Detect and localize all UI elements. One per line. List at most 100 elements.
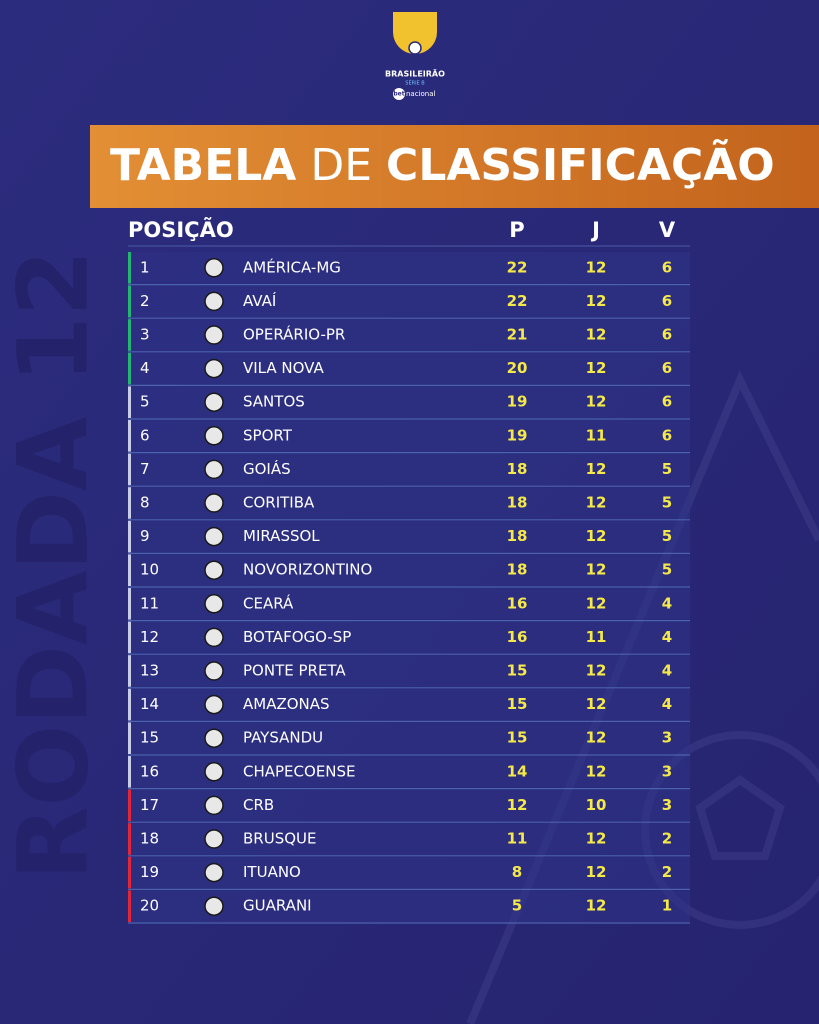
stat: 12 xyxy=(586,830,607,848)
stat: 6 xyxy=(662,426,672,444)
zone-marker xyxy=(128,621,131,654)
position: 19 xyxy=(140,863,159,881)
stat: 12 xyxy=(586,662,607,680)
side-label: RODADA 12 xyxy=(0,250,109,881)
stat: 6 xyxy=(662,393,672,411)
team-name: AVAÍ xyxy=(243,291,276,310)
stat: 19 xyxy=(507,393,528,411)
stat: 11 xyxy=(507,830,528,848)
team-name: CRB xyxy=(243,796,274,814)
division: SÉRIE B xyxy=(405,79,425,87)
stat: 1 xyxy=(662,897,672,915)
team-name: MIRASSOL xyxy=(243,527,320,545)
team-name: ITUANO xyxy=(243,863,301,881)
team-name: GOIÁS xyxy=(243,459,291,478)
stat: 11 xyxy=(586,426,607,444)
team-crest xyxy=(204,728,224,748)
team-name: CORITIBA xyxy=(243,494,315,512)
position: 14 xyxy=(140,695,159,713)
team-name: PONTE PRETA xyxy=(243,662,346,680)
stat: 2 xyxy=(662,830,672,848)
stat: 5 xyxy=(662,460,672,478)
stat: 12 xyxy=(586,326,607,344)
zone-marker xyxy=(128,285,131,318)
stat: 6 xyxy=(662,292,672,310)
position: 5 xyxy=(140,393,150,411)
zone-marker xyxy=(128,487,131,519)
column-header: P xyxy=(509,218,524,242)
position: 12 xyxy=(140,628,159,646)
team-name: NOVORIZONTINO xyxy=(243,561,372,579)
team-crest xyxy=(204,862,224,883)
zone-marker xyxy=(128,688,131,721)
zone-marker xyxy=(128,453,131,486)
brand: BRASILEIRÃO xyxy=(385,69,445,79)
stat: 15 xyxy=(507,729,528,747)
column-header: J xyxy=(590,218,600,242)
title-part: CLASSIFICAÇÃO xyxy=(386,138,775,191)
stat: 5 xyxy=(662,561,672,579)
stat: 18 xyxy=(507,494,528,512)
stat: 5 xyxy=(662,494,672,512)
team-crest xyxy=(204,291,224,312)
position: 8 xyxy=(140,494,150,512)
team-name: CEARÁ xyxy=(243,593,294,612)
stat: 20 xyxy=(507,359,528,377)
team-name: CHAPECOENSE xyxy=(243,762,356,780)
zone-marker xyxy=(128,823,131,855)
zone-marker xyxy=(128,554,131,586)
position: 13 xyxy=(140,662,159,680)
column-header: POSIÇÃO xyxy=(128,217,234,242)
stat: 12 xyxy=(586,561,607,579)
title-part: DE xyxy=(310,140,372,191)
stat: 12 xyxy=(586,695,607,713)
stat: 18 xyxy=(507,527,528,545)
stat: 12 xyxy=(586,527,607,545)
stat: 12 xyxy=(586,863,607,881)
team-crest xyxy=(204,594,224,614)
position: 18 xyxy=(140,830,159,848)
stat: 12 xyxy=(586,762,607,780)
team-crest xyxy=(204,694,224,715)
title: TABELA DE CLASSIFICAÇÃO xyxy=(110,138,775,191)
team-name: BRUSQUE xyxy=(243,830,316,848)
stat: 22 xyxy=(507,258,528,276)
team-name: PAYSANDU xyxy=(243,729,323,747)
stat: 12 xyxy=(586,729,607,747)
zone-marker xyxy=(128,722,131,754)
column-header: V xyxy=(659,218,676,242)
position: 9 xyxy=(140,527,150,545)
stat: 3 xyxy=(662,796,672,814)
title-part: TABELA xyxy=(110,140,296,191)
team-name: VILA NOVA xyxy=(243,359,324,377)
zone-marker xyxy=(128,789,131,822)
stat: 5 xyxy=(512,897,522,915)
stat: 12 xyxy=(586,393,607,411)
team-name: OPERÁRIO-PR xyxy=(243,325,345,344)
team-crest xyxy=(204,627,224,648)
stat: 10 xyxy=(586,796,607,814)
stat: 4 xyxy=(662,628,672,646)
position: 4 xyxy=(140,359,150,377)
team-crest xyxy=(204,258,224,278)
team-crest xyxy=(204,661,224,681)
team-crest xyxy=(204,459,224,480)
stat: 12 xyxy=(586,897,607,915)
position: 16 xyxy=(140,762,159,780)
stat: 8 xyxy=(512,863,522,881)
position: 11 xyxy=(140,594,159,612)
stat: 3 xyxy=(662,762,672,780)
title-band xyxy=(90,125,819,208)
team-crest xyxy=(204,392,224,412)
stat: 6 xyxy=(662,258,672,276)
position: 10 xyxy=(140,561,159,579)
stat: 4 xyxy=(662,695,672,713)
zone-marker xyxy=(128,520,131,553)
stat: 18 xyxy=(507,460,528,478)
stat: 16 xyxy=(507,594,528,612)
zone-marker xyxy=(128,252,131,284)
sponsor-b: nacional xyxy=(406,90,436,98)
zone-marker xyxy=(128,655,131,687)
stat: 12 xyxy=(507,796,528,814)
